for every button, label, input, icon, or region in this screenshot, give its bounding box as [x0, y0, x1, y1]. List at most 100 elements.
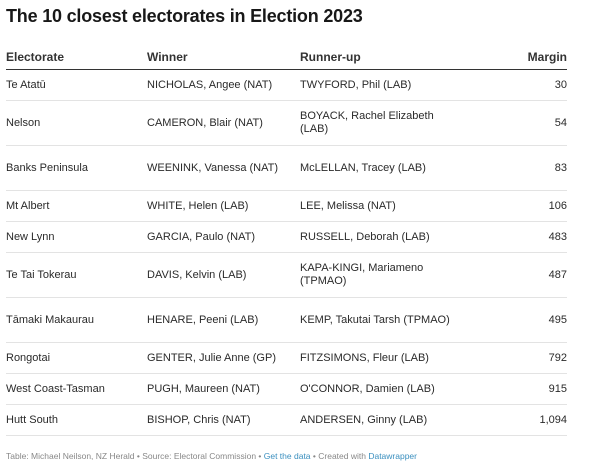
cell-margin: 487 — [463, 252, 567, 298]
cell-margin-text: 106 — [548, 199, 567, 212]
table-row: Mt Albert WHITE, Helen (LAB) LEE, Melissa … — [6, 190, 567, 222]
cell-winner: GENTER, Julie Anne (GP) — [147, 342, 300, 374]
cell-winner-text: DAVIS, Kelvin (LAB) — [147, 268, 247, 281]
cell-margin-text: 30 — [554, 78, 567, 91]
cell-winner-text: GARCIA, Paulo (NAT) — [147, 230, 255, 243]
cell-electorate: Nelson — [6, 100, 147, 146]
cell-runner-up-text: BOYACK, Rachel Elizabeth (LAB) — [300, 110, 434, 135]
cell-winner: CAMERON, Blair (NAT) — [147, 100, 300, 146]
cell-winner: GARCIA, Paulo (NAT) — [147, 221, 300, 253]
cell-electorate: New Lynn — [6, 221, 147, 253]
column-header-runner-up[interactable]: Runner-up — [300, 44, 463, 70]
cell-runner-up-text: McLELLAN, Tracey (LAB) — [300, 161, 426, 174]
cell-electorate-text: New Lynn — [6, 230, 55, 243]
cell-margin-text: 483 — [548, 230, 567, 243]
chart-title: The 10 closest electorates in Election 2… — [6, 6, 363, 26]
cell-runner-up: FITZSIMONS, Fleur (LAB) — [300, 342, 463, 374]
cell-winner-text: HENARE, Peeni (LAB) — [147, 313, 259, 326]
cell-runner-up-text: FITZSIMONS, Fleur (LAB) — [300, 351, 429, 364]
cell-winner: HENARE, Peeni (LAB) — [147, 297, 300, 343]
cell-margin: 83 — [463, 145, 567, 191]
cell-electorate-text: Banks Peninsula — [6, 161, 88, 174]
cell-winner-text: BISHOP, Chris (NAT) — [147, 413, 251, 426]
cell-runner-up-text: RUSSELL, Deborah (LAB) — [300, 230, 430, 243]
table-row: New Lynn GARCIA, Paulo (NAT) RUSSELL, Debo… — [6, 221, 567, 253]
cell-runner-up-text: LEE, Melissa (NAT) — [300, 199, 396, 212]
table-row: Te Tai Tokerau DAVIS, Kelvin (LAB) KAPA-KI… — [6, 252, 567, 298]
cell-electorate: Tāmaki Makaurau — [6, 297, 147, 343]
cell-margin: 106 — [463, 190, 567, 222]
cell-margin-text: 915 — [548, 382, 567, 395]
cell-winner-text: CAMERON, Blair (NAT) — [147, 116, 263, 129]
cell-margin: 792 — [463, 342, 567, 374]
table-row: Banks Peninsula WEENINK, Vanessa (NAT) McL… — [6, 145, 567, 191]
footer-credits: Table: Michael Neilson, NZ Herald • Sour… — [6, 451, 417, 461]
cell-winner: WHITE, Helen (LAB) — [147, 190, 300, 222]
cell-runner-up: BOYACK, Rachel Elizabeth (LAB) — [300, 100, 463, 146]
cell-margin: 495 — [463, 297, 567, 343]
header-row: Electorate Winner Runner-up Margin — [6, 44, 567, 70]
cell-runner-up: KEMP, Takutai Tarsh (TPMAO) — [300, 297, 463, 343]
cell-runner-up: ANDERSEN, Ginny (LAB) — [300, 404, 463, 436]
cell-margin: 30 — [463, 69, 567, 101]
cell-runner-up-text: TWYFORD, Phil (LAB) — [300, 78, 412, 91]
cell-electorate: Hutt South — [6, 404, 147, 436]
table-row: Hutt South BISHOP, Chris (NAT) ANDERSEN, G… — [6, 404, 567, 436]
cell-runner-up-text: ANDERSEN, Ginny (LAB) — [300, 413, 428, 426]
cell-runner-up-text: KAPA-KINGI, Mariameno (TPMAO) — [300, 262, 424, 287]
cell-electorate-text: West Coast-Tasman — [6, 382, 105, 395]
cell-margin: 54 — [463, 100, 567, 146]
cell-winner-text: WHITE, Helen (LAB) — [147, 199, 249, 212]
cell-electorate-text: Tāmaki Makaurau — [6, 313, 95, 326]
cell-electorate-text: Mt Albert — [6, 199, 50, 212]
table-row: West Coast-Tasman PUGH, Maureen (NAT) O'CO… — [6, 373, 567, 405]
cell-winner-text: PUGH, Maureen (NAT) — [147, 382, 260, 395]
cell-winner-text: NICHOLAS, Angee (NAT) — [147, 78, 273, 91]
cell-margin-text: 1,094 — [539, 413, 567, 426]
results-table: Electorate Winner Runner-up Margin Te At… — [6, 44, 567, 436]
cell-margin-text: 83 — [554, 161, 567, 174]
cell-margin: 1,094 — [463, 404, 567, 436]
table-row: Rongotai GENTER, Julie Anne (GP) FITZSIMON… — [6, 342, 567, 374]
cell-winner: WEENINK, Vanessa (NAT) — [147, 145, 300, 191]
cell-electorate-text: Te Tai Tokerau — [6, 268, 77, 281]
cell-winner: NICHOLAS, Angee (NAT) — [147, 69, 300, 101]
footer-source: Table: Michael Neilson, NZ Herald • Sour… — [6, 451, 264, 461]
cell-electorate-text: Rongotai — [6, 351, 51, 364]
cell-winner: PUGH, Maureen (NAT) — [147, 373, 300, 405]
cell-margin-text: 54 — [554, 116, 567, 129]
cell-electorate: Mt Albert — [6, 190, 147, 222]
cell-electorate-text: Nelson — [6, 116, 41, 129]
cell-runner-up: TWYFORD, Phil (LAB) — [300, 69, 463, 101]
cell-runner-up-text: O'CONNOR, Damien (LAB) — [300, 382, 435, 395]
cell-electorate-text: Hutt South — [6, 413, 58, 426]
cell-electorate: Te Tai Tokerau — [6, 252, 147, 298]
cell-electorate: Banks Peninsula — [6, 145, 147, 191]
table-body: Te Atatū NICHOLAS, Angee (NAT) TWYFORD, Ph… — [6, 69, 567, 436]
cell-electorate: West Coast-Tasman — [6, 373, 147, 405]
column-header-electorate[interactable]: Electorate — [6, 44, 147, 70]
datawrapper-link[interactable]: Datawrapper — [368, 451, 417, 461]
cell-electorate: Te Atatū — [6, 69, 147, 101]
cell-runner-up-text: KEMP, Takutai Tarsh (TPMAO) — [300, 313, 450, 326]
cell-runner-up: McLELLAN, Tracey (LAB) — [300, 145, 463, 191]
cell-runner-up: LEE, Melissa (NAT) — [300, 190, 463, 222]
column-header-margin[interactable]: Margin — [463, 44, 567, 70]
cell-runner-up: RUSSELL, Deborah (LAB) — [300, 221, 463, 253]
get-the-data-link[interactable]: Get the data — [263, 451, 311, 461]
cell-margin-text: 487 — [548, 268, 567, 281]
cell-winner-text: GENTER, Julie Anne (GP) — [147, 351, 276, 364]
cell-electorate-text: Te Atatū — [6, 78, 46, 91]
column-header-winner[interactable]: Winner — [147, 44, 300, 70]
cell-runner-up: KAPA-KINGI, Mariameno (TPMAO) — [300, 252, 463, 298]
cell-electorate: Rongotai — [6, 342, 147, 374]
cell-margin: 483 — [463, 221, 567, 253]
cell-margin-text: 792 — [548, 351, 567, 364]
table-row: Te Atatū NICHOLAS, Angee (NAT) TWYFORD, Ph… — [6, 69, 567, 101]
table-row: Nelson CAMERON, Blair (NAT) BOYACK, Rachel… — [6, 100, 567, 146]
cell-winner: DAVIS, Kelvin (LAB) — [147, 252, 300, 298]
cell-winner-text: WEENINK, Vanessa (NAT) — [147, 161, 279, 174]
footer-created-with: • Created with — [310, 451, 369, 461]
cell-winner: BISHOP, Chris (NAT) — [147, 404, 300, 436]
